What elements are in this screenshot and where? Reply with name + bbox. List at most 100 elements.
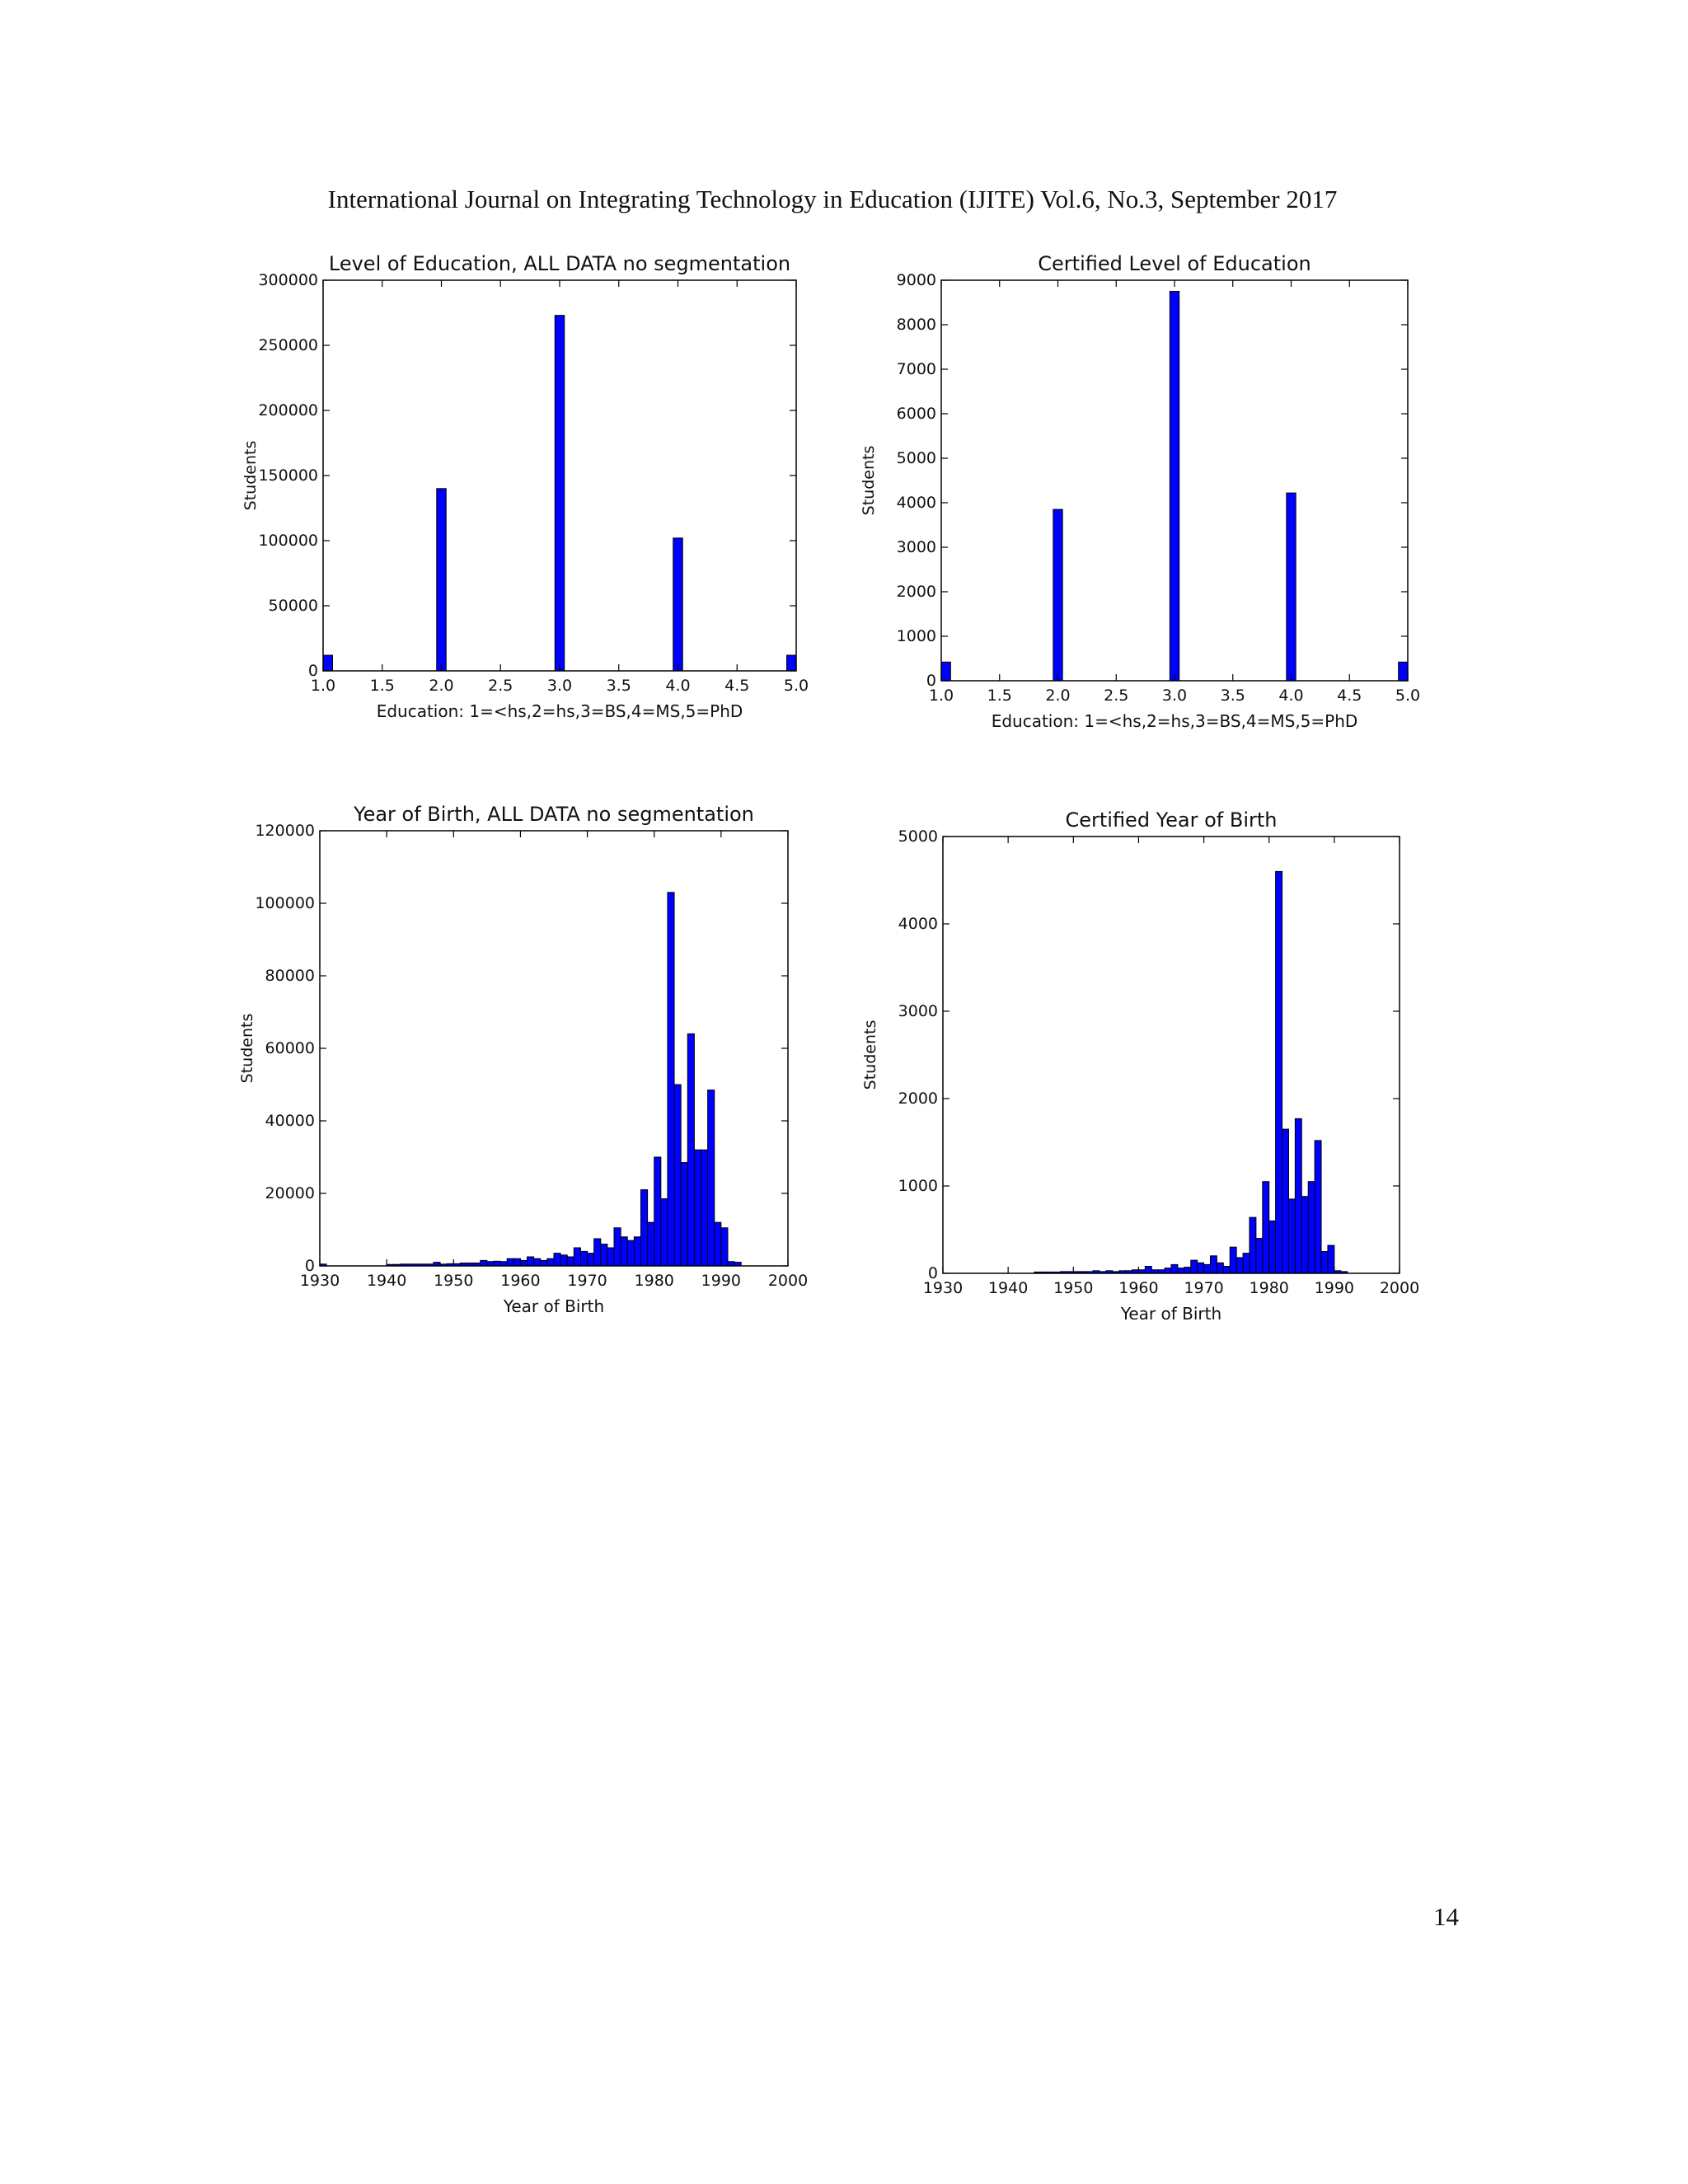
x-tick-label: 1.0 [929, 687, 954, 705]
birth-year-all-chart: 1930 1940 1950 1960 1970 1980 1990 200002000040… [238, 803, 808, 1316]
bar [1398, 661, 1409, 682]
y-tick-label: 80000 [265, 967, 315, 985]
bar [493, 1260, 501, 1267]
x-tick-label: 1980 [1250, 1279, 1289, 1297]
x-tick-label: 3.5 [1221, 687, 1245, 705]
y-tick-label: 60000 [265, 1039, 315, 1057]
bar [673, 537, 683, 672]
bar [607, 1247, 615, 1267]
bar [633, 1236, 641, 1267]
bar [1287, 1198, 1296, 1274]
bar [707, 1090, 715, 1267]
bar [714, 1221, 722, 1267]
bar [1229, 1246, 1237, 1274]
x-tick-label: 2.5 [1104, 687, 1128, 705]
x-tick-label: 3.5 [607, 677, 631, 695]
y-axis-label: Students [241, 441, 260, 511]
bar [1177, 1268, 1185, 1274]
bar [687, 1033, 695, 1267]
bar [647, 1221, 655, 1267]
bar [1268, 1220, 1277, 1274]
bar [727, 1261, 735, 1267]
y-tick-label: 0 [928, 1264, 938, 1282]
bar [600, 1244, 608, 1267]
bar [527, 1256, 535, 1267]
bar [593, 1238, 602, 1267]
y-ticks: 0 1000 2000 3000 4000 5000 [898, 827, 1400, 1282]
y-tick-label: 4000 [897, 494, 936, 512]
x-tick-label: 1970 [1184, 1279, 1223, 1297]
education-all-chart: 1.0 1.5 2.0 2.5 3.0 3.5 4.0 4.5 5.00500001000001… [241, 252, 809, 721]
y-tick-label: 5000 [898, 827, 938, 846]
y-axis-label: Students [238, 1014, 256, 1084]
bar [436, 488, 447, 672]
plot-frame [319, 830, 789, 1267]
bar [553, 1253, 561, 1267]
x-tick-label: 1.0 [311, 677, 335, 695]
bar [533, 1258, 542, 1267]
x-tick-label: 4.5 [1337, 687, 1362, 705]
y-tick-label: 5000 [897, 449, 936, 467]
bar [786, 654, 797, 672]
x-tick-label: 1930 [300, 1272, 340, 1290]
bar [680, 1162, 688, 1267]
x-ticks: 1930 1940 1950 1960 1970 1980 1990 2000 [300, 831, 808, 1290]
y-tick-label: 3000 [897, 538, 936, 556]
y-ticks: 0 20000 40000 60000 80000 100000 120000 [255, 822, 788, 1275]
x-tick-label: 1950 [1053, 1279, 1093, 1297]
x-tick-label: 5.0 [1395, 687, 1420, 705]
bar [1236, 1257, 1244, 1274]
x-axis-label: Year of Birth [1120, 1304, 1221, 1324]
birth-year-chart-title: Year of Birth, ALL DATA no segmentation [353, 803, 754, 826]
bar [499, 1261, 508, 1267]
bar [1294, 1118, 1302, 1274]
bars [1034, 870, 1348, 1274]
bar [566, 1256, 574, 1267]
x-axis-label: Education: 1=<hs,2=hs,3=BS,4=MS,5=PhD [377, 701, 743, 721]
bar [1286, 492, 1296, 682]
y-tick-label: 9000 [897, 271, 936, 289]
bar [587, 1253, 595, 1267]
x-tick-label: 2000 [768, 1272, 808, 1290]
bar [1164, 1268, 1172, 1274]
x-tick-label: 4.5 [724, 677, 749, 695]
y-tick-label: 100000 [258, 532, 318, 550]
bar [701, 1149, 709, 1267]
education-certified-chart: 1.0 1.5 2.0 2.5 3.0 3.5 4.0 4.5 5.0 0 1000 2000 3000… [860, 252, 1420, 731]
y-tick-label: 3000 [898, 1002, 938, 1020]
bar [1327, 1244, 1335, 1274]
bar [1203, 1263, 1211, 1274]
bar [579, 1250, 588, 1267]
bar [486, 1261, 495, 1267]
bar [640, 1189, 649, 1267]
education-chart-title: Level of Education, ALL DATA no segmenta… [329, 252, 790, 275]
x-tick-label: 1980 [635, 1272, 674, 1290]
x-tick-label: 2000 [1380, 1279, 1419, 1297]
y-axis-label: Students [860, 446, 878, 516]
bar [540, 1259, 548, 1267]
page-header: International Journal on Integrating Tec… [327, 185, 1338, 213]
x-ticks: 1.0 1.5 2.0 2.5 3.0 3.5 4.0 4.5 5.0 [311, 280, 809, 695]
bars [322, 315, 797, 672]
y-tick-label: 1000 [898, 1177, 938, 1195]
bar [1169, 291, 1180, 682]
y-tick-label: 7000 [897, 360, 936, 378]
birth-year-chart-title: Certified Year of Birth [1065, 808, 1277, 832]
bar [506, 1258, 514, 1267]
x-tick-label: 1.5 [987, 687, 1012, 705]
bar [613, 1227, 621, 1267]
bar [573, 1247, 581, 1267]
y-tick-label: 6000 [897, 405, 936, 423]
x-tick-label: 1990 [701, 1272, 741, 1290]
bar [1216, 1262, 1224, 1274]
page-number: 14 [1433, 1902, 1459, 1931]
y-tick-label: 1000 [897, 627, 936, 645]
bar [1249, 1216, 1257, 1274]
x-tick-label: 1990 [1315, 1279, 1354, 1297]
y-tick-label: 2000 [898, 1090, 938, 1108]
x-tick-label: 1960 [500, 1272, 540, 1290]
bar [693, 1149, 702, 1267]
x-tick-label: 3.0 [547, 677, 572, 695]
y-ticks: 0 50000 100000 150000 200000 250000 300000 [258, 271, 796, 680]
y-tick-label: 0 [926, 672, 936, 690]
